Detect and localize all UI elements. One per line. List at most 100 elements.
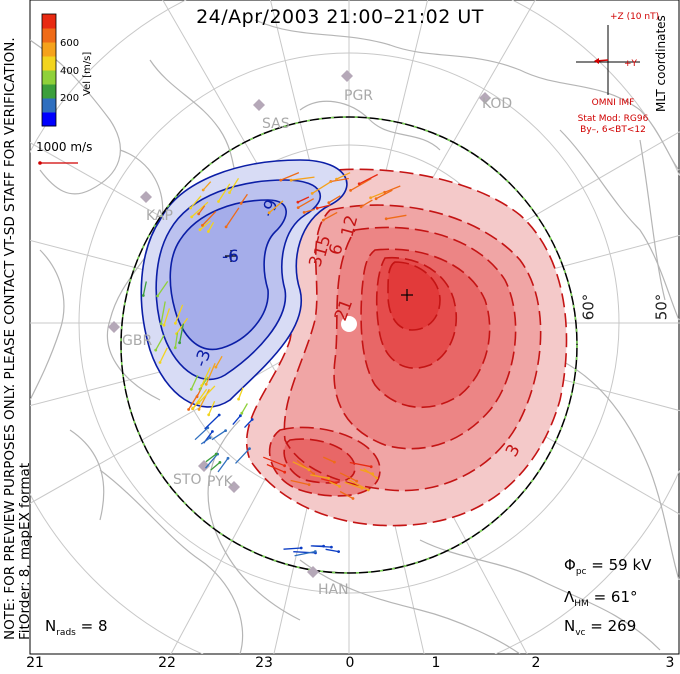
preview-note-line1: NOTE: FOR PREVIEW PURPOSES ONLY. PLEASE … (2, 37, 18, 640)
site-label: GBR (122, 333, 153, 349)
hm-boundary-latitude: ΛHM = 61° (564, 588, 638, 609)
velocity-vector-origin (190, 215, 194, 219)
velocity-vector-origin (371, 472, 375, 476)
mlt-axis-label: 21 (26, 655, 44, 671)
velocity-vector-origin (335, 177, 338, 181)
velocity-vector-origin (187, 408, 191, 411)
velocity-vector (163, 308, 171, 326)
negative-contours (140, 159, 348, 408)
colorbar-segment (42, 56, 56, 71)
positive-contours (245, 168, 568, 527)
velocity-vector-origin (201, 224, 204, 227)
colorbar-tick: 200 (60, 93, 80, 104)
velocity-vectors (141, 171, 407, 557)
preview-note: NOTE: FOR PREVIEW PURPOSES ONLY. PLEASE … (2, 37, 33, 640)
velocity-vector-origin (228, 191, 231, 195)
velocity-vector (339, 490, 354, 500)
velocity-vector-origin (226, 456, 230, 460)
colorbar-segment (42, 84, 56, 99)
velocity-vector-origin (198, 228, 202, 232)
velocity-vector-origin (351, 497, 355, 500)
velocity-vector (205, 453, 217, 463)
velocity-vector (190, 375, 199, 390)
nvc-symbol: N (564, 617, 576, 635)
velocity-vector-origin (197, 408, 201, 411)
colorbar-tick: 400 (60, 66, 80, 77)
reference-vector-label: 1000 m/s (36, 140, 93, 154)
velocity-vector-origin (197, 212, 201, 216)
velocity-vector-origin (333, 460, 336, 464)
latitude-label: 60° (579, 293, 598, 321)
velocity-vector-origin (237, 397, 241, 401)
velocity-vector-origin (307, 483, 311, 486)
imf-vector (594, 58, 609, 64)
lambda-subscript: HM (574, 599, 589, 609)
velocity-vector (325, 548, 339, 553)
velocity-vector-origin (312, 472, 316, 476)
velocity-vector (375, 189, 393, 200)
velocity-vector (160, 301, 166, 324)
mlt-axis-label: 22 (158, 655, 176, 671)
velocity-vector (190, 195, 202, 209)
site-label: PGR (344, 88, 374, 104)
velocity-vector-origin (158, 361, 162, 364)
velocity-vector (240, 193, 248, 204)
velocity-vector (215, 355, 223, 368)
model-line1: Stat Mod: RG96 (577, 114, 649, 124)
velocity-vector (155, 334, 165, 351)
imf-y-label: +Y (624, 59, 638, 69)
velocity-colorbar (41, 13, 57, 127)
velocity-vector (201, 367, 211, 386)
velocity-vector-origin (299, 546, 303, 550)
velocity-vector-origin (337, 550, 340, 553)
velocity-vector (204, 414, 220, 430)
nrads-subscript: rads (56, 628, 76, 638)
velocity-vector-origin (310, 192, 314, 195)
velocity-vector (329, 481, 340, 487)
colorbar-segment (42, 98, 56, 113)
nrads-symbol: N (45, 617, 57, 635)
velocity-vector (210, 461, 221, 471)
velocity-vector (217, 183, 231, 202)
velocity-vector (198, 388, 210, 410)
velocity-vector-origin (207, 230, 210, 233)
colorbar-segment (42, 42, 56, 57)
colorbar-label: Vel [m/s] (82, 51, 93, 96)
velocity-vector-origin (315, 206, 319, 210)
reference-vector (38, 161, 78, 165)
potential-max-marker (401, 289, 413, 301)
model-info: Stat Mod: RG96 By–, 6<BT<12 (548, 114, 678, 136)
velocity-vector-origin (338, 485, 341, 488)
velocity-vector (228, 177, 240, 193)
velocity-vector-origin (204, 382, 208, 386)
velocity-vector (263, 456, 285, 467)
velocity-vector (237, 387, 244, 400)
radar-site-markers (108, 70, 491, 578)
nrads-value: = 8 (80, 617, 108, 635)
velocity-vector (384, 185, 401, 193)
velocity-vector (317, 204, 331, 209)
velocity-vector-origin (200, 384, 204, 388)
velocity-vector-origin (366, 488, 370, 492)
colorbar-tick: 600 (60, 38, 80, 49)
velocity-vector (296, 459, 315, 475)
potential-min-marker (225, 250, 237, 262)
velocity-vector (370, 192, 384, 199)
velocity-vector (322, 211, 338, 221)
velocity-vector-origin (289, 178, 293, 182)
velocity-vector-origin (191, 407, 195, 410)
velocity-vector (205, 362, 216, 385)
velocity-vector-origin (384, 217, 388, 221)
velocity-vector (202, 181, 212, 191)
preview-note-line2: FitOrder: 8, mapEX format (17, 462, 33, 640)
imf-source: OMNI IMF (591, 98, 635, 108)
velocity-vector (266, 463, 285, 473)
velocity-vector (142, 281, 147, 296)
colorbar-frame (41, 13, 57, 127)
velocity-vector (359, 468, 373, 475)
velocity-vector (386, 214, 407, 220)
velocity-vector-origin (321, 218, 325, 222)
velocity-vector (205, 453, 219, 469)
vector-count: Nvc = 269 (564, 617, 636, 638)
